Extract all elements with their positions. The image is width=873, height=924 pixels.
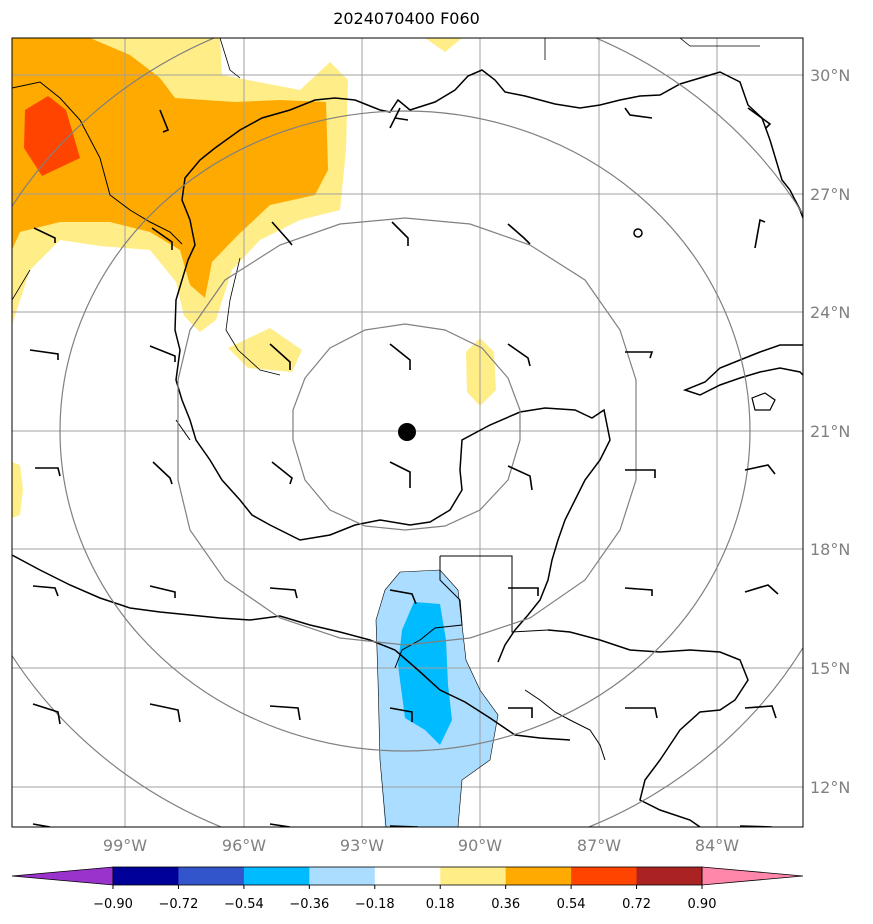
contour-patch-gulf — [228, 328, 302, 372]
contour-patch-top — [425, 38, 462, 52]
small-island — [633, 228, 643, 238]
colorbar-tick-label: −0.72 — [159, 897, 199, 912]
lat-label-12: 12°N — [810, 778, 850, 797]
shaded-field — [12, 38, 498, 827]
colorbar-cell — [309, 867, 376, 885]
lon-label-99: 99°W — [103, 836, 147, 855]
range-ring-3 — [59, 110, 751, 752]
colorbar-tick-label: −0.18 — [355, 897, 395, 912]
map-title: 2024070400 F060 — [333, 9, 480, 28]
colorbar-cell — [571, 867, 638, 885]
lat-label-18: 18°N — [810, 540, 850, 559]
colorbar-cell — [178, 867, 245, 885]
colorbar-extend-low-fill — [12, 867, 113, 885]
lon-label-93: 93°W — [340, 836, 384, 855]
contour-patch-west — [12, 462, 23, 518]
contour-positive-high — [24, 96, 80, 176]
colorbar-tick-label: −0.90 — [93, 897, 133, 912]
colorbar-tick-label: −0.54 — [224, 897, 264, 912]
lon-label-87: 87°W — [577, 836, 621, 855]
range-ring-2 — [177, 217, 637, 646]
colorbar-cell — [440, 867, 507, 885]
coastlines — [12, 69, 803, 827]
range-ring-1 — [292, 323, 521, 531]
lat-label-27: 27°N — [810, 185, 850, 204]
contour-negative-mid — [398, 602, 452, 745]
colorbar-tick-label: 0.18 — [426, 897, 455, 912]
colorbar: −0.90 −0.72 −0.54 −0.36 −0.18 0.18 0.36 0.54 0.7… — [11, 866, 804, 912]
colorbar-tick-label: −0.36 — [289, 897, 329, 912]
border-mexico-guatemala — [394, 556, 463, 669]
colorbar-tick-label: 0.72 — [622, 897, 651, 912]
coast-honduras-south — [524, 689, 606, 761]
colorbar-tick-label: 0.90 — [688, 897, 717, 912]
coast-mexico-pacific — [12, 554, 571, 741]
colorbar-tick-label: 0.54 — [557, 897, 586, 912]
contour-positive-mid — [12, 38, 328, 298]
lon-label-96: 96°W — [222, 836, 266, 855]
colorbar-cell — [505, 867, 572, 885]
coast-cuba — [682, 344, 803, 396]
colorbar-tick-label: 0.36 — [491, 897, 520, 912]
range-rings — [12, 38, 803, 827]
lat-label-21: 21°N — [810, 422, 850, 441]
map-frame — [11, 37, 804, 828]
colorbar-extend-high-fill — [702, 867, 803, 885]
state-borders — [12, 38, 760, 827]
coast-isle-of-youth — [751, 392, 776, 411]
longitude-labels: 99°W 96°W 93°W 90°W 87°W 84°W — [103, 836, 739, 855]
colorbar-cells — [12, 867, 803, 885]
latitude-labels: 30°N 27°N 24°N 21°N 18°N 15°N 12°N — [810, 66, 850, 797]
colorbar-cell — [374, 867, 441, 885]
contour-patch-center — [466, 338, 496, 406]
storm-center-marker — [398, 423, 416, 441]
coast-us-gulf — [174, 69, 803, 663]
lat-label-15: 15°N — [810, 659, 850, 678]
border-us-mexico — [12, 81, 183, 245]
colorbar-outline — [112, 866, 703, 886]
lon-label-84: 84°W — [695, 836, 739, 855]
colorbar-cell — [113, 867, 179, 885]
coast-central-america — [547, 629, 749, 827]
colorbar-tick-labels: −0.90 −0.72 −0.54 −0.36 −0.18 0.18 0.36 0.54 0.7… — [93, 885, 716, 912]
border-guatemala — [440, 555, 549, 633]
lat-label-30: 30°N — [810, 66, 850, 85]
colorbar-cell — [243, 867, 310, 885]
lat-label-24: 24°N — [810, 303, 850, 322]
graticule — [12, 38, 803, 827]
colorbar-cell — [636, 867, 703, 885]
lon-label-90: 90°W — [458, 836, 502, 855]
